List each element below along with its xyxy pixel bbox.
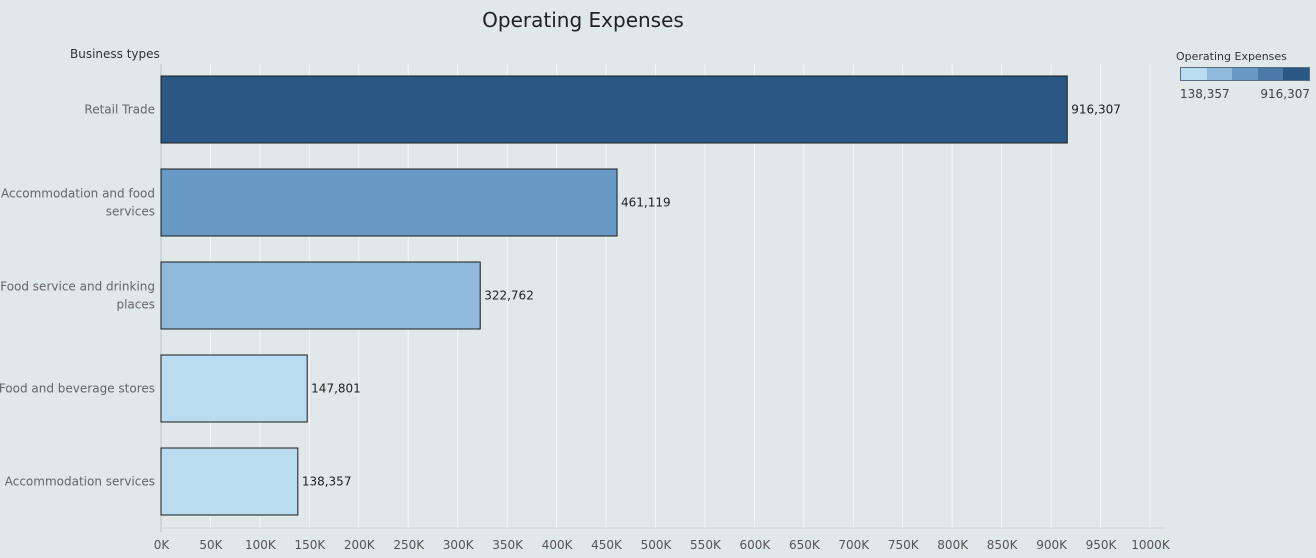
x-tick-label: 200K xyxy=(344,538,376,552)
x-tick-label: 450K xyxy=(591,538,623,552)
x-tick-label: 850K xyxy=(987,538,1019,552)
data-label: 147,801 xyxy=(311,382,361,396)
x-tick-label: 650K xyxy=(789,538,821,552)
x-tick-label: 900K xyxy=(1036,538,1068,552)
x-tick-label: 250K xyxy=(393,538,425,552)
bar-chart-plot: 0K 50K 100K 150K 200K 250K 300K 350K 400K 450K 500… xyxy=(0,64,1170,552)
x-tick-label: 50K xyxy=(199,538,223,552)
row-header-label: Business types xyxy=(70,47,160,61)
data-label: 916,307 xyxy=(1071,103,1121,117)
x-tick-label: 150K xyxy=(294,538,326,552)
category-label: Accommodation and food xyxy=(1,187,155,201)
x-tick-label: 300K xyxy=(443,538,475,552)
legend-max-label: 916,307 xyxy=(1260,87,1310,101)
x-tick-label: 400K xyxy=(542,538,574,552)
bar xyxy=(160,354,308,423)
x-tick-label: 0K xyxy=(154,538,171,552)
bar xyxy=(160,75,1068,144)
legend-color-ramp xyxy=(1180,67,1310,81)
x-tick-label: 1000K xyxy=(1131,538,1170,552)
x-tick-label: 500K xyxy=(641,538,673,552)
category-label: Retail Trade xyxy=(84,103,155,117)
category-label: services xyxy=(106,205,155,219)
legend-ramp-swatch xyxy=(1206,68,1233,80)
bar xyxy=(160,168,618,237)
legend-ramp-swatch xyxy=(1181,68,1207,80)
category-label: Food and beverage stores xyxy=(0,382,155,396)
category-label: Accommodation services xyxy=(5,475,155,489)
x-tick-label: 550K xyxy=(690,538,722,552)
x-tick-label: 700K xyxy=(838,538,870,552)
category-label: Food service and drinking xyxy=(0,280,155,294)
x-tick-label: 800K xyxy=(937,538,969,552)
x-tick-label: 100K xyxy=(245,538,277,552)
data-label: 461,119 xyxy=(621,196,671,210)
data-label: 322,762 xyxy=(484,289,534,303)
legend-min-label: 138,357 xyxy=(1180,87,1230,101)
x-tick-label: 600K xyxy=(740,538,772,552)
bar xyxy=(160,261,481,330)
legend-ramp-swatch xyxy=(1283,68,1309,80)
x-tick-label: 750K xyxy=(888,538,920,552)
legend-ramp-swatch xyxy=(1232,68,1258,80)
data-label: 138,357 xyxy=(302,475,352,489)
category-label: places xyxy=(116,298,155,312)
x-tick-label: 950K xyxy=(1086,538,1118,552)
chart-title: Operating Expenses xyxy=(482,8,684,32)
bar xyxy=(160,447,299,516)
x-tick-label: 350K xyxy=(492,538,524,552)
legend-title: Operating Expenses xyxy=(1176,50,1287,63)
legend-ramp-swatch xyxy=(1257,68,1284,80)
